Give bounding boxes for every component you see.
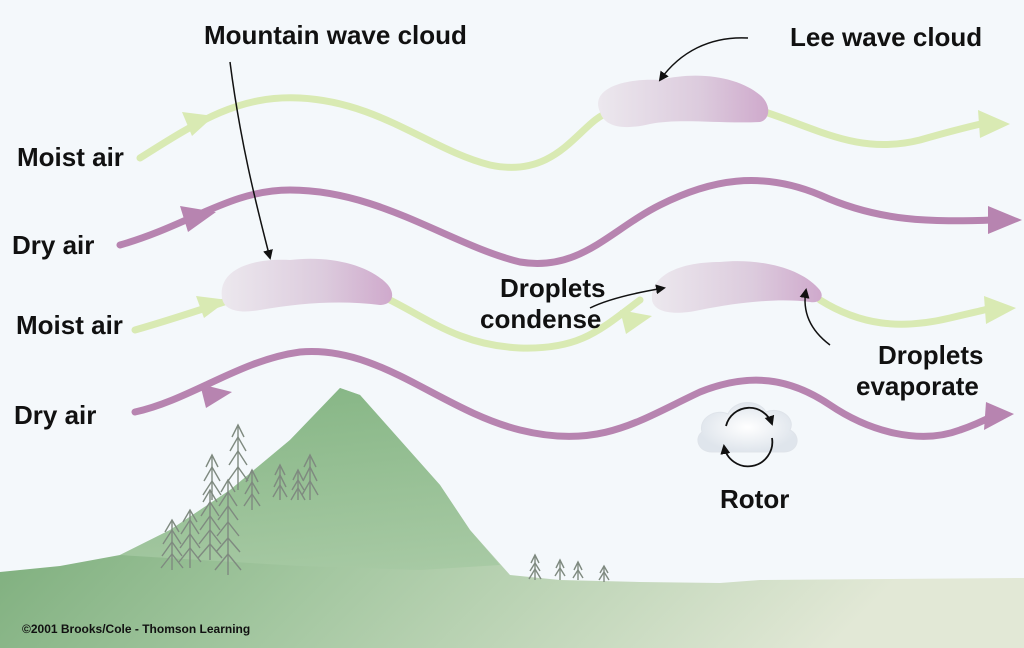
tree bbox=[243, 468, 261, 510]
rotor-label: Rotor bbox=[720, 484, 790, 514]
moist-air-arrowhead bbox=[182, 112, 214, 136]
pointer-droplets-evaporate bbox=[799, 288, 831, 346]
moist-air-label-upper: Moist air bbox=[17, 142, 124, 172]
dry-air-stream-upper bbox=[116, 177, 999, 267]
moist-air-stream-upper-tail bbox=[761, 108, 994, 149]
tree bbox=[290, 468, 306, 501]
copyright-notice: ©2001 Brooks/Cole - Thomson Learning bbox=[22, 622, 251, 636]
moist-air-label-lower: Moist air bbox=[16, 310, 123, 340]
moist-air-stream-lower-mid bbox=[386, 296, 644, 352]
droplets-evaporate-label-line2: evaporate bbox=[856, 371, 979, 401]
rotor-arrow bbox=[725, 406, 775, 427]
ground bbox=[0, 388, 1024, 648]
pointer-droplets-condense bbox=[589, 284, 666, 309]
tree bbox=[272, 463, 288, 500]
tree bbox=[202, 453, 222, 500]
lee-wave-cloud bbox=[598, 75, 769, 128]
dry-air-arrowhead bbox=[988, 206, 1022, 234]
droplets-condense-label-line2: condense bbox=[480, 304, 602, 334]
droplets-evaporate-label-line1: Droplets bbox=[878, 340, 984, 370]
mountain-wave-cloud bbox=[221, 258, 393, 312]
dry-air-arrowhead bbox=[200, 384, 232, 408]
tree bbox=[598, 564, 610, 582]
dry-air-arrowhead bbox=[984, 402, 1014, 430]
tree bbox=[227, 423, 249, 490]
dry-air-stream-lower bbox=[131, 348, 999, 440]
moist-air-stream-upper bbox=[136, 94, 614, 171]
rotor-arrow bbox=[720, 437, 774, 468]
moist-air-arrowhead bbox=[984, 296, 1016, 324]
moist-air-arrowhead bbox=[196, 296, 228, 318]
droplets-condense-label-line1: Droplets bbox=[500, 273, 606, 303]
moist-air-arrowhead bbox=[978, 110, 1010, 138]
moist-air-arrowhead bbox=[620, 310, 652, 334]
dry-air-label-lower: Dry air bbox=[14, 400, 97, 430]
forest bbox=[160, 423, 610, 582]
tree bbox=[160, 518, 184, 570]
moist-air-stream-lower-tail bbox=[816, 296, 996, 328]
tree bbox=[554, 558, 566, 580]
tree bbox=[572, 560, 584, 580]
mountain-wave-cloud-label: Mountain wave cloud bbox=[204, 20, 467, 50]
tree bbox=[528, 553, 542, 580]
dry-air-arrowhead bbox=[180, 206, 216, 232]
tree bbox=[301, 453, 319, 500]
rotor-cloud bbox=[697, 402, 798, 468]
dry-air-label-upper: Dry air bbox=[12, 230, 95, 260]
tree bbox=[197, 488, 223, 560]
pointer-lee-wave-cloud bbox=[658, 37, 749, 82]
lower-lee-wave-cloud bbox=[651, 261, 822, 313]
pointer-mountain-wave-cloud bbox=[229, 61, 273, 260]
tree bbox=[178, 508, 202, 568]
lee-wave-cloud-label: Lee wave cloud bbox=[790, 22, 983, 52]
